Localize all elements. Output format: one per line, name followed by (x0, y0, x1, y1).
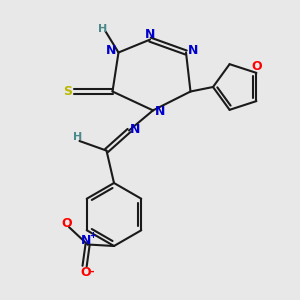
Text: +: + (89, 231, 96, 240)
Text: N: N (130, 122, 140, 136)
Text: H: H (98, 23, 107, 34)
Text: N: N (81, 233, 91, 247)
Text: N: N (155, 105, 166, 119)
Text: O: O (61, 217, 72, 230)
Text: O: O (81, 266, 92, 279)
Text: S: S (63, 85, 72, 98)
Text: -: - (89, 267, 94, 277)
Text: O: O (251, 60, 262, 74)
Text: N: N (188, 44, 199, 58)
Text: H: H (74, 132, 82, 142)
Text: N: N (106, 44, 116, 58)
Text: N: N (145, 28, 155, 41)
